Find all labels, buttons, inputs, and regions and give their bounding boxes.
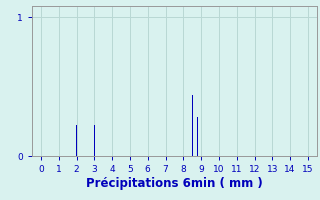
Bar [197, 117, 198, 156]
Bar [192, 95, 193, 156]
Bar [94, 125, 95, 156]
X-axis label: Précipitations 6min ( mm ): Précipitations 6min ( mm ) [86, 177, 263, 190]
Bar [76, 125, 77, 156]
